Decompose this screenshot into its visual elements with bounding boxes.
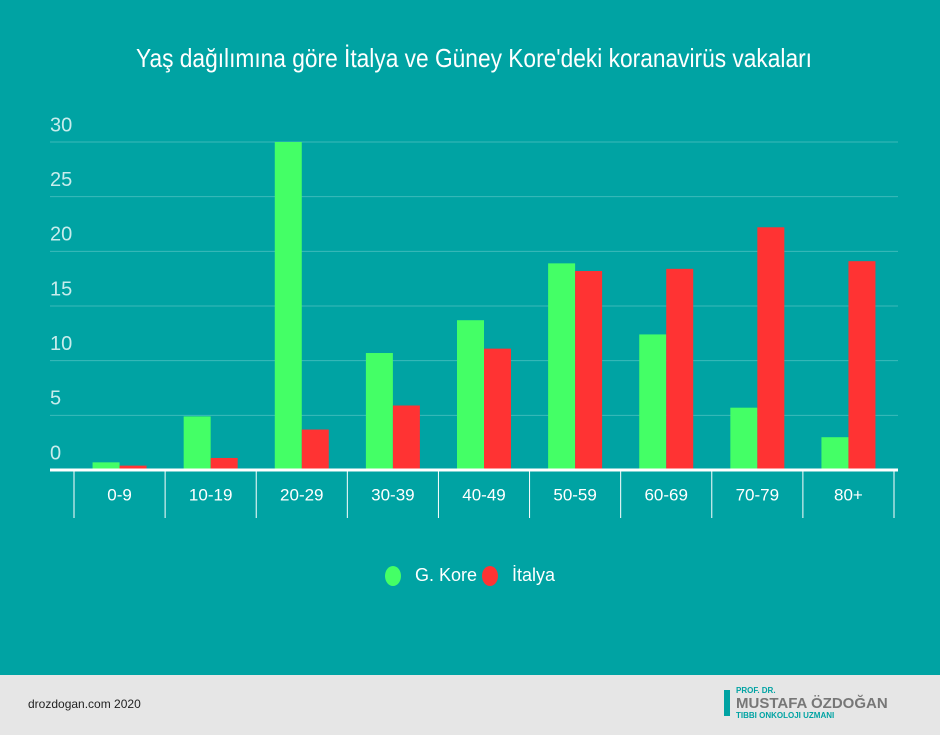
logo-subtitle: TIBBI ONKOLOJI UZMANI: [736, 711, 834, 720]
x-tick-label: 10-19: [189, 485, 232, 504]
bar: [730, 407, 758, 470]
legend-label: İtalya: [512, 565, 556, 585]
bar: [119, 465, 147, 470]
chart-title: Yaş dağılımına göre İtalya ve Güney Kore…: [136, 43, 812, 73]
x-tick-label: 0-9: [107, 485, 132, 504]
x-tick-label: 60-69: [644, 485, 687, 504]
legend-marker: [482, 566, 498, 586]
bar: [484, 348, 511, 470]
x-tick-label: 50-59: [553, 485, 596, 504]
bar: [548, 263, 576, 470]
bar: [821, 437, 849, 470]
bar: [183, 416, 211, 470]
y-tick-label: 20: [50, 224, 72, 246]
footer-source: drozdogan.com 2020: [28, 697, 141, 711]
bar: [210, 457, 238, 470]
y-tick-label: 30: [50, 114, 72, 136]
x-tick-label: 70-79: [736, 485, 779, 504]
bar: [92, 462, 120, 470]
x-tick-label: 30-39: [371, 485, 414, 504]
bar: [639, 334, 667, 470]
x-tick-label: 40-49: [462, 485, 505, 504]
legend-label: G. Kore: [415, 565, 477, 585]
x-tick-label: 20-29: [280, 485, 323, 504]
bar: [757, 227, 785, 470]
bar: [274, 142, 302, 470]
bar: [848, 261, 876, 470]
bar: [575, 271, 603, 470]
x-tick-label: 80+: [834, 485, 863, 504]
logo-mark: [724, 690, 730, 716]
footer-background: [0, 675, 940, 735]
y-tick-label: 0: [50, 442, 61, 464]
bar: [457, 320, 484, 470]
bar: [392, 405, 420, 470]
y-tick-label: 25: [50, 169, 72, 191]
y-tick-label: 10: [50, 333, 72, 355]
bar: [666, 268, 694, 470]
legend-marker: [385, 566, 401, 586]
logo-prefix: PROF. DR.: [736, 686, 776, 695]
logo-name: MUSTAFA ÖZDOĞAN: [736, 694, 888, 712]
y-tick-label: 15: [50, 278, 72, 300]
bar: [365, 353, 393, 470]
y-tick-label: 5: [50, 388, 61, 410]
bar: [301, 429, 329, 470]
